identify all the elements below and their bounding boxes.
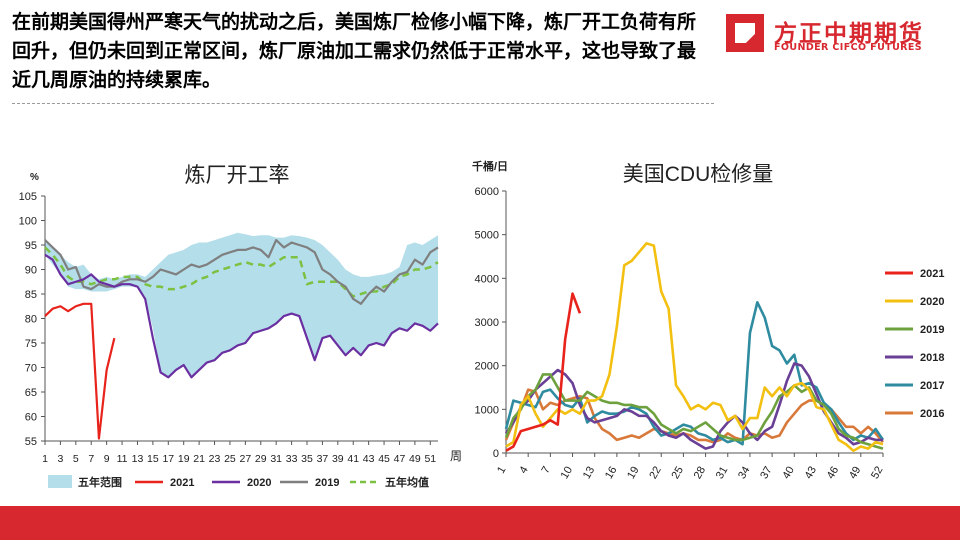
x-tick-label: 28 (692, 465, 709, 482)
headline-divider (12, 103, 714, 104)
series-line-2019 (504, 373, 884, 450)
chart-title: 美国CDU检修量 (623, 163, 774, 186)
y-tick-label: 0 (493, 448, 499, 460)
x-tick-label: 9 (104, 453, 110, 465)
x-tick-label: 31 (714, 465, 731, 482)
y-tick-label: 70 (25, 363, 37, 375)
y-axis-unit: % (30, 172, 39, 183)
legend-2019-label: 2019 (315, 477, 339, 489)
y-tick-label: 60 (25, 412, 37, 424)
footer-bar (0, 506, 960, 540)
x-tick-label: 49 (409, 453, 421, 465)
x-tick-label: 25 (669, 465, 686, 482)
x-tick-label: 21 (193, 453, 205, 465)
legend-2017-label: 2017 (920, 380, 944, 392)
x-tick-label: 47 (394, 453, 406, 465)
x-tick-label: 37 (317, 453, 329, 465)
y-tick-label: 6000 (475, 186, 499, 198)
x-axis-unit: 周 (450, 449, 462, 463)
company-logo: 方正中期期货 FOUNDER CIFCO FUTURES (726, 14, 946, 54)
legend-2020-label: 2020 (920, 296, 944, 308)
x-tick-label: 13 (581, 465, 598, 482)
x-tick-label: 1 (42, 453, 48, 465)
x-tick-label: 16 (603, 465, 620, 482)
y-tick-label: 85 (25, 289, 37, 301)
x-tick-label: 29 (255, 453, 267, 465)
x-tick-label: 7 (88, 453, 94, 465)
y-tick-label: 90 (25, 265, 37, 277)
x-tick-label: 40 (780, 465, 797, 482)
series-line-2019 (44, 238, 439, 305)
series-line-2020 (44, 253, 439, 379)
logo-mark-icon (726, 14, 764, 52)
y-tick-label: 80 (25, 314, 37, 326)
legend-five-year-range-label: 五年范围 (78, 475, 122, 489)
x-tick-label: 10 (559, 465, 576, 482)
x-tick-label: 7 (539, 465, 552, 476)
y-tick-label: 65 (25, 387, 37, 399)
y-tick-label: 3000 (475, 317, 499, 329)
five-year-range-band (45, 232, 438, 378)
y-tick-label: 1000 (475, 404, 499, 416)
legend-2016-label: 2016 (920, 408, 944, 420)
x-tick-label: 43 (803, 465, 820, 482)
legend-five-year-range-swatch (48, 475, 72, 488)
x-tick-label: 31 (270, 453, 282, 465)
x-tick-label: 11 (117, 453, 128, 465)
y-axis-unit: 千桶/日 (472, 159, 508, 173)
x-tick-label: 35 (301, 453, 313, 465)
y-tick-label: 95 (25, 240, 37, 252)
x-tick-label: 17 (162, 453, 174, 465)
x-tick-label: 25 (224, 453, 236, 465)
legend-five-year-mean-label: 五年均值 (385, 475, 429, 489)
x-tick-label: 33 (286, 453, 298, 465)
y-tick-label: 4000 (475, 273, 499, 285)
x-tick-label: 34 (736, 465, 753, 482)
x-tick-label: 52 (869, 465, 886, 482)
x-tick-label: 15 (147, 453, 159, 465)
headline-text: 在前期美国得州严寒天气的扰动之后，美国炼厂检修小幅下降，炼厂开工负荷有所回升，但… (12, 11, 697, 91)
x-tick-label: 27 (240, 453, 252, 465)
x-tick-label: 13 (132, 453, 144, 465)
y-tick-label: 75 (25, 338, 37, 350)
x-tick-label: 41 (347, 453, 359, 465)
legend-2021-label: 2021 (920, 268, 944, 280)
x-tick-label: 19 (178, 453, 190, 465)
x-tick-label: 51 (424, 453, 436, 465)
x-tick-label: 19 (625, 465, 642, 482)
cdu-maintenance-chart: 美国CDU检修量 千桶/日 0 1000 2000 3000 4000 5000 6000 1 4 7… (472, 159, 944, 482)
x-tick-label: 23 (209, 453, 221, 465)
x-tick-label: 1 (495, 465, 508, 476)
y-tick-label: 100 (19, 216, 37, 228)
x-tick-label: 4 (517, 465, 530, 476)
x-tick-label: 37 (758, 465, 775, 482)
x-tick-label: 5 (73, 453, 79, 465)
logo-name-en: FOUNDER CIFCO FUTURES (774, 42, 923, 53)
chart-title: 炼厂开工率 (185, 164, 290, 187)
legend-2020-label: 2020 (247, 477, 271, 489)
x-tick-label: 43 (363, 453, 375, 465)
x-tick-label: 46 (825, 465, 842, 482)
logo-name-cn: 方正中期期货 (774, 21, 924, 47)
legend-2019-label: 2019 (920, 324, 944, 336)
x-tick-label: 49 (847, 465, 864, 482)
x-tick-label: 45 (378, 453, 390, 465)
y-tick-label: 2000 (475, 361, 499, 373)
series-line-2021 (44, 302, 116, 440)
y-tick-label: 55 (25, 436, 37, 448)
x-tick-label: 3 (57, 453, 63, 465)
legend-2021-label: 2021 (170, 477, 194, 489)
x-tick-label: 39 (332, 453, 344, 465)
y-tick-label: 5000 (475, 230, 499, 242)
legend-2018-label: 2018 (920, 352, 944, 364)
y-tick-label: 105 (19, 191, 37, 203)
x-tick-label: 22 (647, 465, 664, 482)
series-line-2020 (505, 242, 884, 453)
series-line-2021 (505, 292, 582, 452)
